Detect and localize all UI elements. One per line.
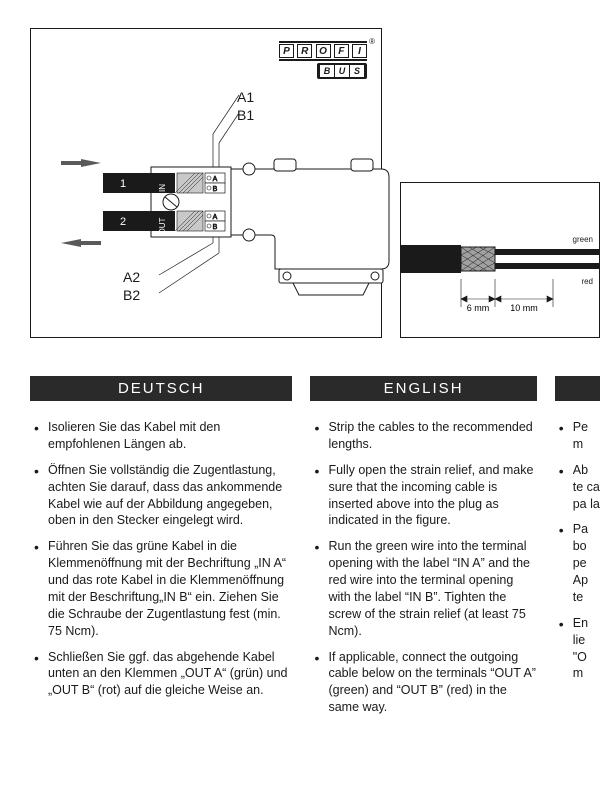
list-item: En lie "O m [563, 615, 600, 683]
cable-strip-diagram: green red A B [400, 182, 600, 338]
list-item: Run the green wire into the terminal ope… [318, 538, 536, 639]
diagram-row: ® P R O F I B U S A1 B [30, 28, 600, 338]
header-english: ENGLISH [310, 376, 536, 401]
label-in: IN [158, 184, 167, 192]
list-third: Pe m Ab te ca pa la Pa bo pe Ap te En li… [555, 419, 600, 682]
svg-text:B: B [213, 186, 218, 193]
header-deutsch: DEUTSCH [30, 376, 292, 401]
list-item: Pa bo pe Ap te [563, 521, 600, 605]
list-item: If applicable, connect the outgoing cabl… [318, 649, 536, 717]
list-item: Isolieren Sie das Kabel mit den empfohle… [38, 419, 292, 453]
list-item: Fully open the strain relief, and make s… [318, 462, 536, 530]
page: ® P R O F I B U S A1 B [0, 0, 600, 800]
column-deutsch: DEUTSCH Isolieren Sie das Kabel mit den … [30, 376, 292, 725]
list-item: Pe m [563, 419, 600, 453]
list-item: Öffnen Sie vollständig die Zugentlastung… [38, 462, 292, 530]
svg-text:B: B [213, 224, 218, 231]
column-third: Pe m Ab te ca pa la Pa bo pe Ap te En li… [555, 376, 600, 725]
instruction-columns: DEUTSCH Isolieren Sie das Kabel mit den … [30, 376, 600, 725]
list-item: Ab te ca pa la [563, 462, 600, 513]
label-port1: 1 [120, 178, 126, 190]
label-red: red [581, 277, 593, 286]
list-item: Schließen Sie ggf. das abgehende Kabel u… [38, 649, 292, 700]
label-out: OUT [158, 217, 167, 234]
list-deutsch: Isolieren Sie das Kabel mit den empfohle… [30, 419, 292, 699]
list-item: Strip the cables to the recommended leng… [318, 419, 536, 453]
dim-6mm: 6 mm [467, 303, 490, 313]
cable-svg: 6 mm 10 mm [401, 183, 600, 339]
arrow-out-icon [61, 239, 81, 247]
main-diagram: ® P R O F I B U S A1 B [30, 28, 382, 338]
header-third [555, 376, 600, 401]
label-port2: 2 [120, 216, 126, 228]
svg-text:A: A [213, 214, 218, 221]
list-english: Strip the cables to the recommended leng… [310, 419, 536, 716]
column-english: ENGLISH Strip the cables to the recommen… [310, 376, 536, 725]
arrow-in-icon [81, 159, 101, 167]
connector-svg: 1 IN 2 OUT [41, 39, 419, 329]
label-green: green [573, 235, 593, 244]
list-item: Führen Sie das grüne Kabel in die Klemme… [38, 538, 292, 639]
svg-text:A: A [213, 176, 218, 183]
dim-10mm: 10 mm [510, 303, 538, 313]
